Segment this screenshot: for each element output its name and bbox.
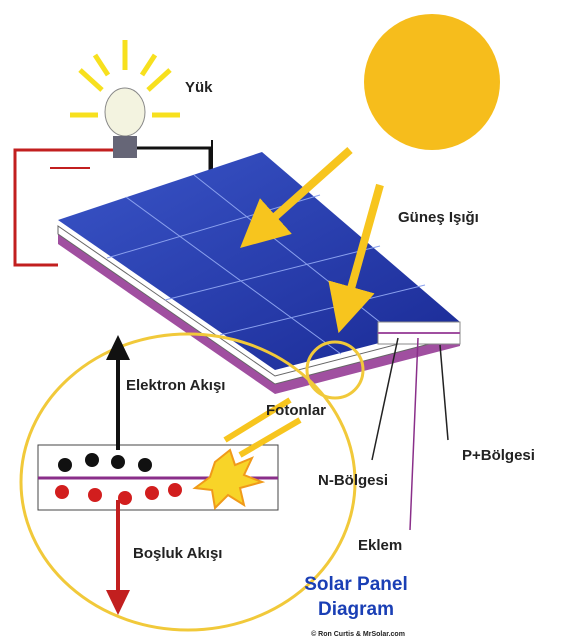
sun [364,14,500,150]
label: Boşluk Akışı [133,545,222,562]
label: P+Bölgesi [462,447,535,464]
label: Güneş Işığı [398,209,479,226]
title: Diagram [318,599,394,620]
solar-panel-diagram: Yük Güneş Işığı Elektron Akışı Fotonlar … [0,0,574,641]
bulb [105,88,145,136]
label: Yük [185,79,213,96]
label: Fotonlar [266,402,326,419]
label: Elektron Akışı [126,377,225,394]
label: Eklem [358,537,402,554]
title: Solar Panel [304,574,408,595]
credit: © Ron Curtis & MrSolar.com [311,630,405,638]
bulb-base [113,136,137,158]
label: N-Bölgesi [318,472,388,489]
